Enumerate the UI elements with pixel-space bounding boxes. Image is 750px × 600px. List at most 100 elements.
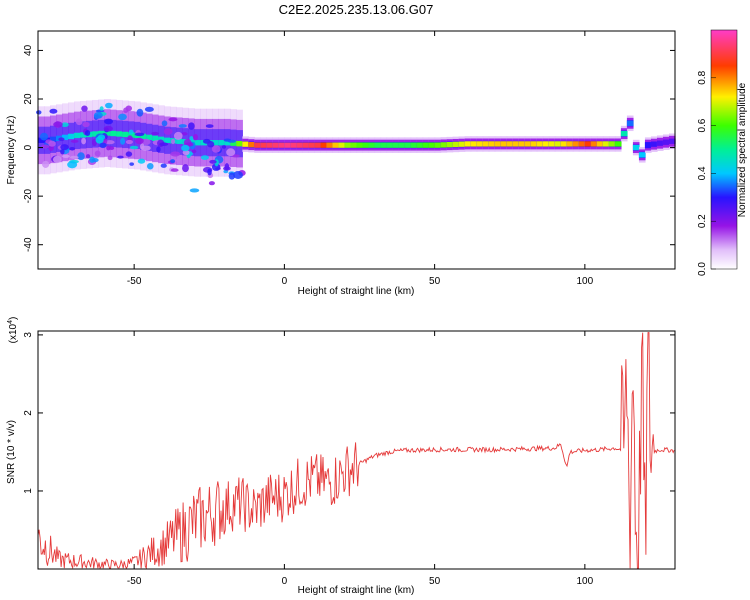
spectrogram-blob	[207, 141, 215, 148]
spectrogram-ridge-cell	[242, 141, 249, 147]
spectrogram-y-axis-label: Frequency (Hz)	[6, 116, 17, 185]
spectrogram-blob	[109, 146, 115, 151]
spectrogram-ridge-cell	[620, 130, 628, 137]
spectrogram-ridge-cell	[590, 141, 598, 147]
spectrogram-blob	[77, 152, 85, 161]
x-tick-label: 50	[429, 576, 441, 587]
y-tick-label: 40	[23, 44, 34, 56]
spectrogram-blob	[159, 142, 169, 146]
spectrogram-ridge-cell	[122, 131, 129, 138]
spectrogram-blob	[227, 139, 236, 143]
spectrogram-blob	[60, 148, 65, 155]
colorbar-tick-label: 0.8	[697, 70, 708, 84]
spectrogram-ridge-cell	[296, 142, 304, 148]
spectrogram-blob	[58, 137, 65, 142]
colorbar-frame	[710, 29, 738, 270]
spectrogram-ridge-cell	[254, 142, 261, 148]
spectrogram-blob	[81, 137, 86, 145]
spectrogram-blob	[70, 139, 79, 143]
spectrogram-ridge-cell	[614, 141, 622, 147]
spectrogram-blob	[151, 131, 159, 136]
y-tick-label: -40	[23, 237, 34, 252]
spectrogram-blob	[42, 160, 50, 168]
spectrogram-ridge-cell	[512, 141, 520, 147]
spectrogram-blob	[36, 110, 42, 115]
spectrogram-blob	[125, 139, 133, 145]
spectrogram-ridge-cell	[572, 141, 580, 147]
spectrogram-ridge-cell	[518, 141, 526, 147]
spectrogram-blob	[135, 137, 144, 145]
spectrogram-blob	[120, 137, 126, 145]
spectrogram-blob	[168, 117, 178, 122]
spectrogram-blob	[49, 108, 58, 114]
spectrogram-ridge-cell	[212, 140, 219, 146]
spectrogram-blob	[117, 155, 124, 159]
spectrogram-ridge-cell	[38, 137, 45, 143]
spectrogram-x-ticks: -50 0 50 100	[127, 31, 594, 287]
x-tick-label: -50	[127, 276, 142, 287]
spectrogram-ridge-cell	[266, 142, 273, 148]
spectrogram-ridge-cell	[290, 142, 298, 148]
spectrogram-blob	[136, 108, 144, 117]
spectrogram-blob	[146, 162, 154, 170]
spectrogram-ridge-cell	[476, 141, 484, 147]
spectrogram-blob	[118, 113, 127, 121]
spectrogram-blob	[97, 134, 106, 141]
spectrogram-ridge-cell	[560, 141, 568, 147]
spectrogram-ridge-cell	[548, 141, 556, 147]
spectrogram-y-ticks: -40 -20 0 20 40	[23, 44, 675, 252]
spectrogram-blob	[129, 162, 134, 166]
spectrogram-blob	[91, 158, 99, 163]
spectrogram-blob	[175, 158, 181, 163]
spectrogram-blob	[60, 144, 69, 151]
colorbar-tick-label: 0.6	[697, 118, 708, 132]
y-tick-label: 2	[23, 410, 34, 416]
chart-title: C2E2.2025.235.13.06.G07	[279, 2, 434, 17]
spectrogram-ridge-cell	[326, 142, 334, 148]
spectrogram-ridge-cell	[416, 142, 424, 148]
spectrogram-ridge-cell	[644, 142, 652, 148]
spectrogram-blob	[144, 106, 154, 112]
spectrogram-blob	[226, 148, 236, 157]
spectrogram-ridge-cell	[320, 142, 328, 148]
snr-plot-area	[38, 331, 675, 569]
spectrogram-ridge-cell	[248, 141, 255, 148]
spectrogram-ridge-cell	[374, 142, 382, 148]
colorbar-tick-label: 0.0	[697, 262, 708, 276]
spectrogram-blob	[188, 122, 195, 130]
snr-x-axis-label: Height of straight line (km)	[298, 585, 415, 596]
spectrogram-ridge-cell	[404, 142, 412, 148]
spectrogram-blob	[128, 129, 134, 135]
spectrogram-blob	[129, 145, 139, 150]
spectrogram-ridge-cell	[524, 141, 532, 147]
spectrogram-blob	[189, 188, 200, 193]
spectrogram-blob	[207, 168, 212, 176]
colorbar: 0.0 0.2 0.4 0.6 0.8 Normalized spectral ampl…	[697, 29, 748, 276]
spectrogram-blob	[104, 118, 113, 125]
spectrogram-ridge-cell	[380, 142, 388, 148]
spectrogram-blob	[191, 149, 197, 154]
spectrogram-ridge-cell	[98, 130, 105, 137]
spectrogram-ridge-cell	[398, 142, 406, 148]
spectrogram-ridge-cell	[194, 140, 201, 146]
spectrogram-ridge-cell	[452, 141, 460, 148]
x-tick-label: 50	[429, 276, 441, 287]
spectrogram-blob	[181, 144, 190, 152]
spectrogram-ridge-cell	[668, 138, 676, 144]
spectrogram-ridge-cell	[110, 130, 117, 137]
spectrogram-ridge-cell	[602, 141, 610, 147]
spectrogram-ridge-cell	[506, 141, 514, 147]
spectrogram-blob	[107, 155, 113, 161]
spectrogram-blob	[99, 142, 107, 149]
spectrogram-ridge-cell	[566, 141, 574, 147]
spectrogram-blob	[160, 163, 167, 168]
spectrogram-blob	[233, 171, 243, 179]
spectrogram-blob	[75, 118, 83, 126]
spectrogram-blob	[170, 168, 179, 172]
x-tick-label: 100	[577, 276, 594, 287]
spectrogram-blob	[171, 138, 176, 145]
spectrogram-blob	[181, 132, 188, 136]
spectrogram-ridge-cell	[410, 142, 418, 148]
spectrogram-ridge-cell	[662, 139, 670, 145]
